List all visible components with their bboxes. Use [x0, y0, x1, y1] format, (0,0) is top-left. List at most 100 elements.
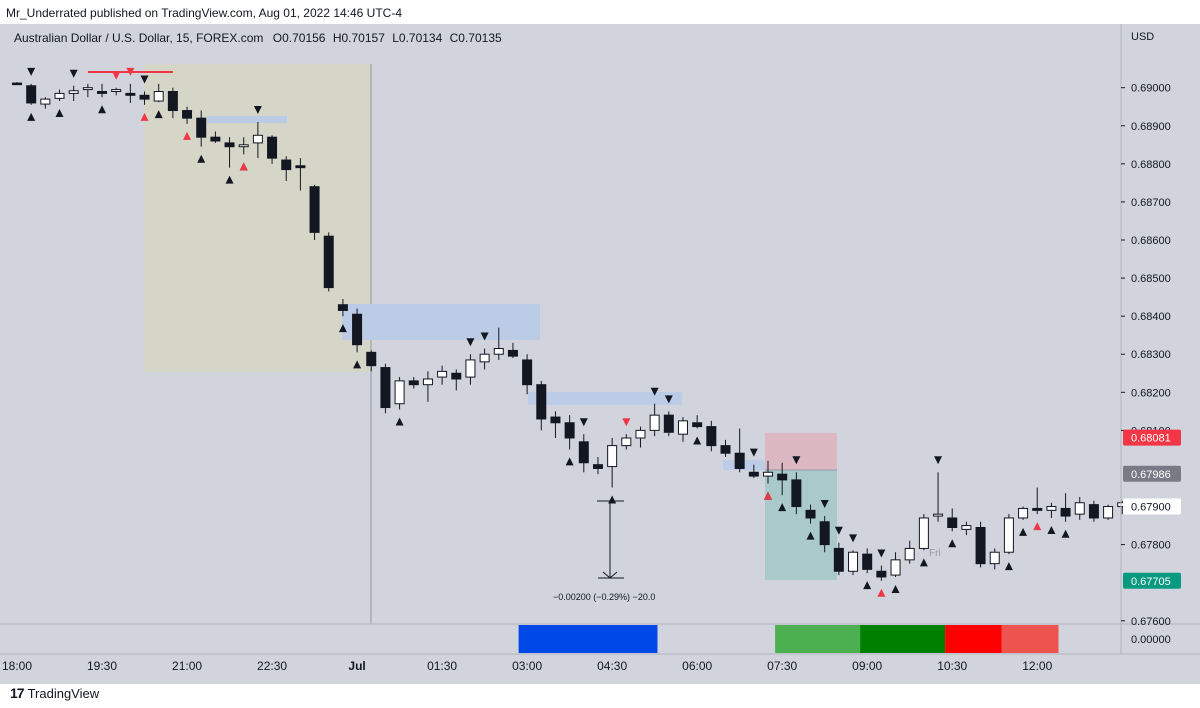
- candle: [12, 81, 22, 86]
- candle: [167, 87, 178, 119]
- candle-body: [196, 117, 207, 138]
- candle-body: [408, 380, 419, 386]
- up-triangle-icon: [27, 112, 36, 121]
- candle: [54, 89, 65, 102]
- y-tick-label: 0.69000: [1131, 83, 1171, 95]
- candle-body: [649, 414, 660, 431]
- down-triangle-icon: [834, 526, 843, 535]
- x-tick-label: Jul: [348, 659, 365, 673]
- candle-body: [692, 422, 703, 428]
- supply-zone-4: [723, 460, 795, 470]
- candle-body: [833, 547, 844, 572]
- candle: [777, 462, 788, 496]
- candle: [1003, 514, 1014, 555]
- candle-body: [748, 471, 759, 477]
- candle-body: [210, 136, 221, 142]
- session-label: Fri: [929, 548, 941, 559]
- candle: [479, 348, 490, 370]
- down-triangle-icon: [253, 105, 262, 114]
- up-triangle-icon: [1004, 562, 1013, 571]
- candle: [621, 434, 632, 450]
- down-triangle-icon: [140, 75, 149, 84]
- candle-body: [337, 304, 348, 311]
- candle-body: [252, 134, 263, 144]
- candle-body: [1032, 507, 1043, 511]
- up-triangle-icon: [948, 539, 957, 548]
- down-triangle-icon: [466, 338, 475, 347]
- y-tick-label: 0.68300: [1131, 349, 1171, 361]
- candle: [550, 411, 561, 438]
- candle-body: [961, 525, 972, 530]
- up-triangle-icon: [565, 457, 574, 466]
- candle: [182, 106, 193, 124]
- candle: [833, 542, 844, 576]
- candle: [380, 363, 391, 414]
- down-triangle-icon: [792, 456, 801, 465]
- candle-body: [309, 186, 320, 233]
- x-tick-label: 12:00: [1022, 659, 1052, 673]
- candle: [649, 403, 660, 437]
- markers-layer: [27, 67, 1070, 597]
- candle-body: [876, 570, 887, 578]
- candle-body: [167, 91, 178, 112]
- candle: [366, 350, 377, 372]
- candle: [663, 411, 674, 437]
- candle: [607, 438, 618, 488]
- candle-body: [26, 85, 37, 104]
- price-badge: 0.67986: [1123, 465, 1181, 482]
- red-up-triangle-icon: [877, 588, 886, 597]
- candle: [876, 565, 887, 581]
- price-badge: 0.67900: [1123, 498, 1181, 515]
- candle-body: [153, 91, 164, 102]
- ohlc-open: O0.70156: [273, 31, 326, 45]
- x-tick-label: 06:00: [682, 659, 712, 673]
- price-badge-bg: [1123, 572, 1181, 589]
- up-triangle-icon: [919, 558, 928, 567]
- candle-body: [111, 89, 122, 92]
- candle-body: [918, 517, 929, 549]
- candle-body: [862, 553, 873, 570]
- candlestick-chart[interactable]: −0.00200 (−0.29%) −20.0 Fri 0.00000 0.690…: [0, 24, 1200, 684]
- candle-body: [621, 437, 632, 447]
- candle-body: [763, 471, 774, 477]
- up-triangle-icon: [225, 175, 234, 184]
- price-badge-label: 0.67900: [1131, 502, 1171, 514]
- down-triangle-icon: [820, 500, 829, 509]
- candle-body: [422, 378, 433, 386]
- candle-body: [68, 90, 79, 94]
- candle-body: [578, 441, 589, 464]
- candle: [862, 548, 873, 574]
- candle: [408, 377, 419, 389]
- candle: [394, 377, 405, 410]
- down-triangle-icon: [664, 395, 673, 404]
- candle: [791, 472, 802, 515]
- candle-body: [479, 353, 490, 363]
- price-badge-label: 0.68081: [1131, 433, 1171, 445]
- y-tick-label: 0.68900: [1131, 121, 1171, 133]
- x-tick-label: 22:30: [257, 659, 287, 673]
- red-up-triangle-icon: [239, 162, 248, 171]
- up-triangle-icon: [891, 584, 900, 593]
- candle-body: [564, 422, 575, 439]
- candle: [720, 439, 731, 458]
- candle: [153, 83, 164, 103]
- up-triangle-icon: [197, 154, 206, 163]
- candle: [111, 87, 122, 96]
- candle-body: [904, 547, 915, 561]
- up-triangle-icon: [1061, 529, 1070, 538]
- candle: [805, 504, 816, 524]
- axes-layer: 0.69000 0.68900 0.68800 0.68700 0.68600 0.685…: [0, 24, 1200, 673]
- candle: [692, 415, 703, 429]
- candle: [1018, 506, 1029, 520]
- candle: [578, 434, 589, 473]
- up-triangle-icon: [1047, 525, 1056, 534]
- candle-body: [323, 235, 334, 289]
- highlight-zones: −0.00200 (−0.29%) −20.0 Fri: [88, 64, 941, 624]
- candle: [522, 354, 533, 395]
- candle: [281, 156, 292, 181]
- candle: [238, 137, 249, 155]
- up-triangle-icon: [154, 110, 163, 119]
- candle: [989, 548, 1000, 570]
- x-tick-label: 18:00: [2, 659, 32, 673]
- candle: [493, 327, 504, 360]
